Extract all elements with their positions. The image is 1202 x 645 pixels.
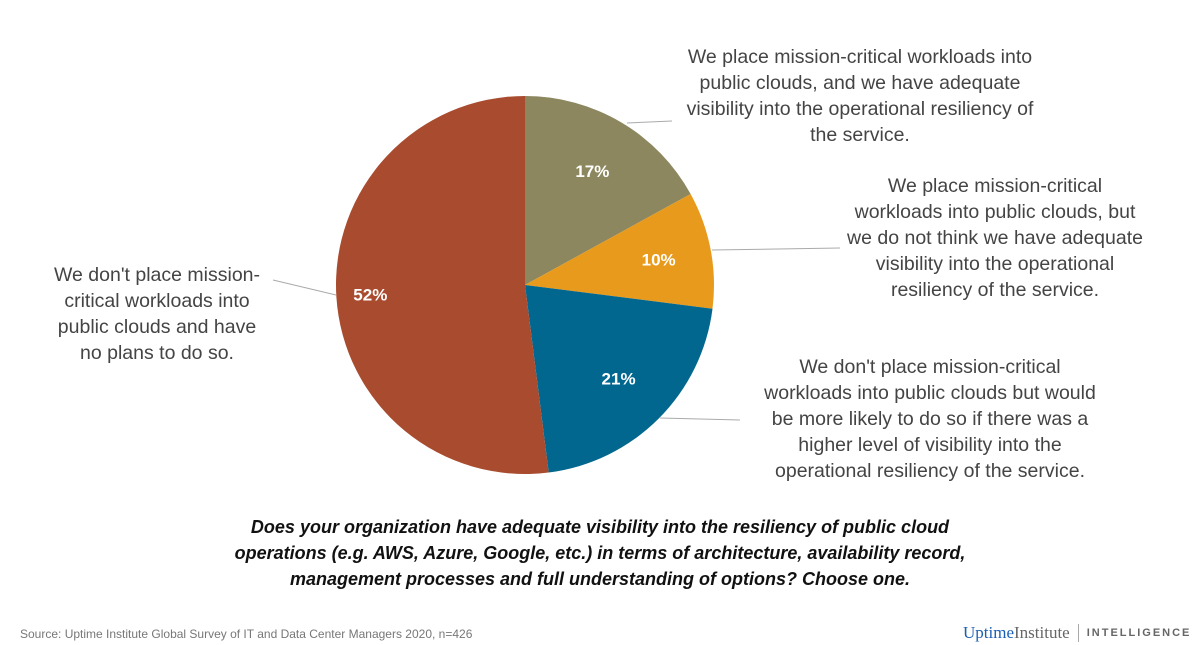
data-label-3: 52% xyxy=(353,286,387,305)
chart-question-title: Does your organization have adequate vis… xyxy=(234,517,966,589)
leader-line-2 xyxy=(659,417,741,421)
logo-part3: INTELLIGENCE xyxy=(1086,627,1192,639)
leader-line-0 xyxy=(626,120,673,124)
pie-slice-1 xyxy=(525,193,714,309)
logo-part1: Uptime xyxy=(963,623,1014,642)
slice-label-3: We don't place mission- critical workloa… xyxy=(53,264,261,364)
logo-part2: Institute xyxy=(1014,623,1070,642)
slice-label-2: We don't place mission-critical workload… xyxy=(764,356,1096,482)
pie-slice-2 xyxy=(525,285,713,473)
data-label-0: 17% xyxy=(575,162,609,181)
logo-divider xyxy=(1077,624,1079,642)
slice-label-0: We place mission-critical workloads into… xyxy=(686,46,1034,146)
source-note: Source: Uptime Institute Global Survey o… xyxy=(20,627,473,641)
uptime-logo: Uptime Institute INTELLIGENCE xyxy=(963,623,1191,643)
pie-slice-0 xyxy=(525,96,691,285)
data-label-1: 10% xyxy=(642,251,676,270)
leader-line-3 xyxy=(272,279,337,296)
leader-line-1 xyxy=(711,247,841,251)
pie-slice-3 xyxy=(335,96,549,475)
slice-label-1: We place mission-critical workloads into… xyxy=(847,175,1143,301)
data-label-2: 21% xyxy=(602,370,636,389)
